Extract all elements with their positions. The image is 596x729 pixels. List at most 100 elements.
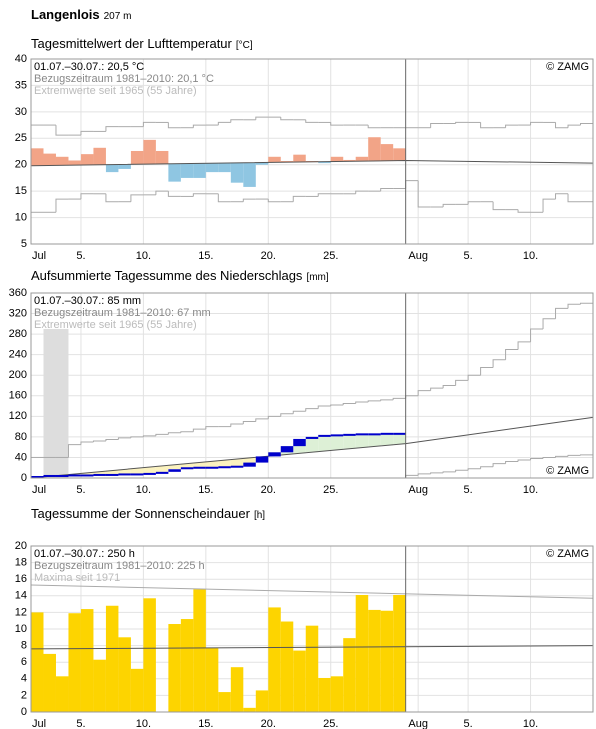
mean-line: [30, 645, 594, 650]
chart: Aufsummierte Tagessumme des Niederschlag…: [9, 268, 594, 496]
extreme-line: [455, 379, 469, 386]
x-tick-label: Aug: [408, 718, 428, 729]
y-tick-label: 12: [15, 606, 27, 618]
deviation-fill: [143, 467, 156, 474]
extreme-line: [480, 466, 494, 469]
bar: [218, 692, 231, 712]
extreme-line: [242, 420, 256, 425]
deviation-fill: [80, 472, 94, 476]
extreme-line: [280, 413, 294, 417]
extreme-line: [380, 399, 394, 401]
anomaly-bar: [43, 153, 56, 166]
x-tick-label: Aug: [408, 484, 428, 496]
extreme-line: [230, 423, 244, 427]
anomaly-bar: [31, 148, 44, 166]
anomaly-bar: [105, 164, 119, 173]
extreme-line: [567, 303, 581, 309]
anomaly-bar: [193, 163, 206, 178]
extreme-line: [505, 124, 519, 128]
deviation-fill: [193, 462, 206, 469]
daily-step: [205, 466, 219, 469]
plot-border: [30, 545, 594, 713]
extreme-line: [342, 402, 356, 406]
extreme-line: [130, 194, 144, 202]
extreme-line: [117, 437, 131, 440]
extreme-line: [305, 408, 319, 412]
y-tick-label: 25: [15, 132, 27, 144]
y-tick-label: 10: [15, 211, 27, 223]
y-tick-label: 15: [15, 185, 27, 197]
daily-step: [43, 474, 56, 477]
credit: © ZAMG: [546, 548, 589, 560]
y-tick-label: 280: [9, 328, 27, 340]
daily-step: [355, 433, 369, 436]
x-tick-label: 20.: [261, 484, 276, 496]
daily-step: [155, 471, 169, 474]
bar: [118, 637, 131, 712]
bar: [268, 607, 281, 712]
extreme-line: [542, 456, 556, 459]
extreme-line: [67, 444, 81, 458]
x-tick-label: 10.: [136, 718, 151, 729]
extreme-line: [292, 410, 306, 414]
deviation-fill: [243, 457, 256, 463]
anomaly-bar: [280, 161, 294, 163]
daily-step: [55, 474, 69, 477]
extreme-line: [442, 203, 456, 207]
extreme-line: [517, 209, 531, 213]
extreme-line: [492, 201, 506, 211]
y-tick-label: 16: [15, 573, 27, 585]
extreme-line: [492, 359, 506, 368]
extreme-line: [167, 432, 181, 435]
unit: [mm]: [306, 272, 328, 283]
note: Maxima seit 1971: [34, 572, 120, 584]
y-tick-label: 0: [21, 706, 27, 718]
daily-step: [380, 432, 394, 435]
anomaly-bar: [93, 147, 106, 165]
note: 01.07.–30.07.: 20,5 °C: [34, 61, 144, 73]
header: Langenlois 207 m: [31, 7, 131, 22]
title: Tagessumme der Sonnenscheindauer: [31, 506, 251, 521]
extreme-line: [542, 318, 556, 329]
extreme-line: [555, 307, 569, 319]
bar: [305, 625, 319, 712]
bar: [31, 612, 44, 712]
daily-step: [143, 472, 156, 475]
y-tick-label: 4: [21, 673, 27, 685]
daily-step: [268, 452, 281, 457]
extreme-line: [355, 401, 369, 404]
x-tick-label: 5.: [76, 484, 85, 496]
anomaly-bar: [368, 137, 381, 161]
anomaly-bar: [255, 162, 269, 165]
x-tick-label: 25.: [323, 250, 338, 262]
bar: [93, 659, 106, 712]
y-tick-label: 20: [15, 159, 27, 171]
extreme-line: [542, 198, 556, 213]
deviation-fill: [330, 435, 344, 450]
deviation-fill: [205, 461, 219, 469]
x-tick-label: Jul: [32, 718, 46, 729]
daily-step: [343, 433, 356, 436]
deviation-fill: [118, 469, 131, 476]
plot-border: [30, 58, 594, 245]
extreme-line: [205, 426, 219, 430]
extreme-line: [192, 124, 206, 128]
extreme-line: [480, 122, 494, 129]
y-tick-label: 10: [15, 623, 27, 635]
extreme-line: [555, 455, 569, 458]
extreme-line: [467, 374, 481, 381]
deviation-fill: [393, 434, 406, 445]
extreme-line: [380, 188, 394, 192]
note: Extremwerte seit 1965 (55 Jahre): [34, 85, 197, 97]
extreme-line: [317, 193, 331, 197]
plot-border: [30, 292, 594, 479]
extreme-line: [105, 126, 119, 132]
extreme-line: [267, 415, 281, 419]
chart-title: Tagessumme der Sonnenscheindauer [h]: [31, 506, 265, 521]
deviation-fill: [155, 465, 169, 472]
deviation-fill: [168, 464, 181, 470]
extreme-line: [255, 116, 269, 120]
deviation-fill: [93, 471, 106, 476]
x-tick-label: 20.: [261, 250, 276, 262]
